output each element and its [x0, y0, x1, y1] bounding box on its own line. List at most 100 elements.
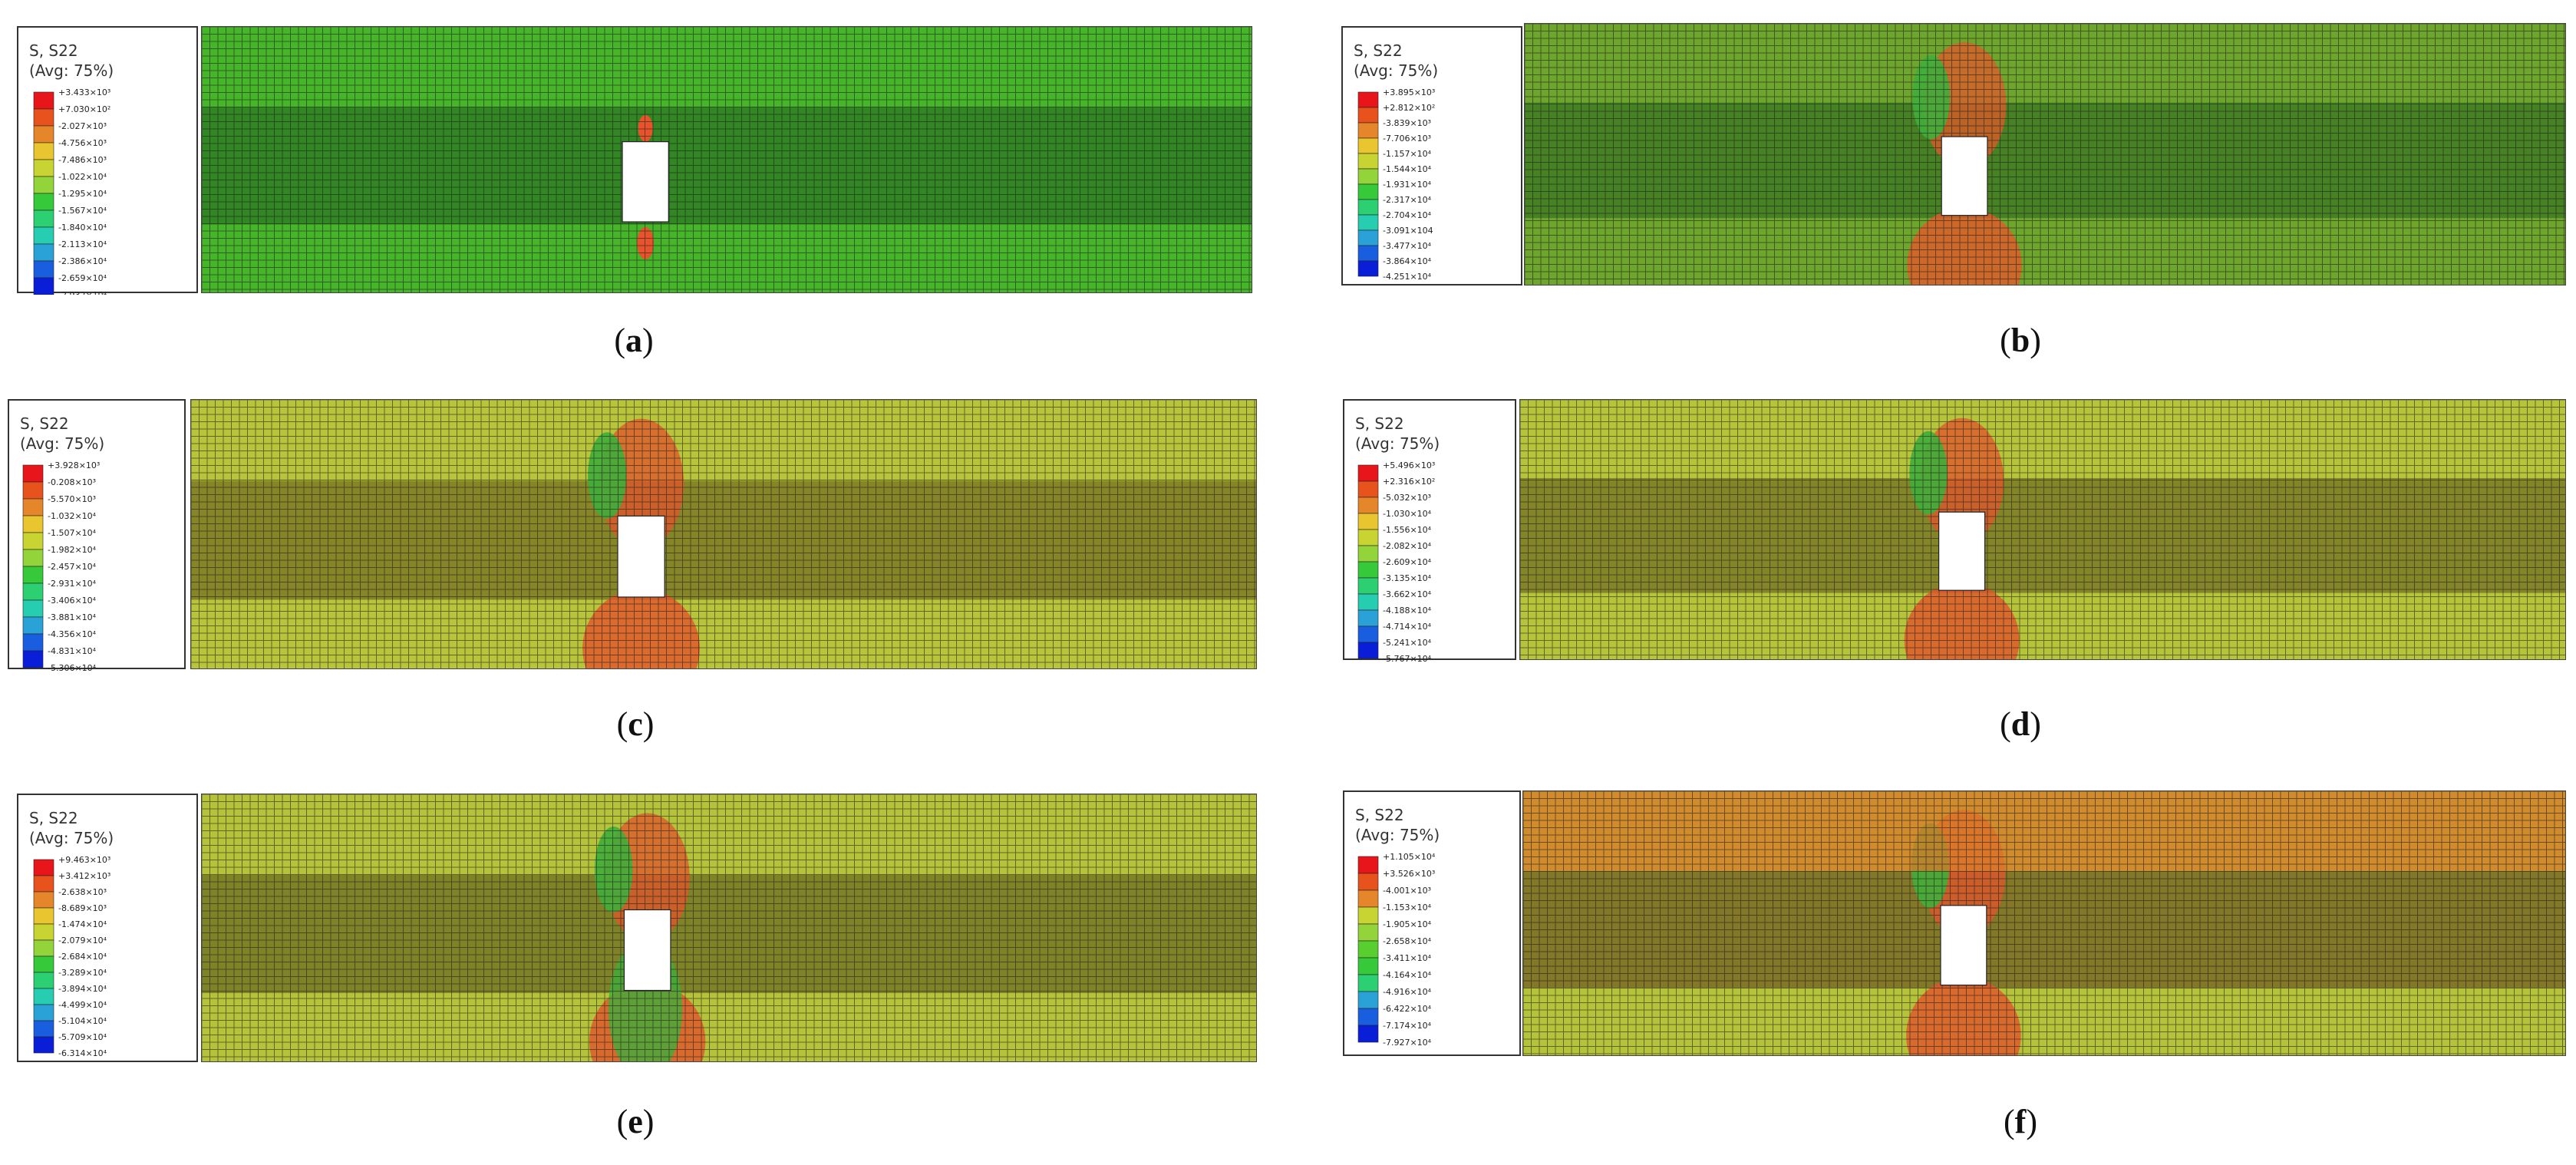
legend-swatch [1357, 906, 1379, 925]
stress-band [1520, 478, 2565, 593]
legend-swatch [22, 498, 44, 516]
legend-swatch [22, 599, 44, 618]
legend-title: S, S22 [1354, 41, 1403, 60]
legend-value: -0.208×10³ [48, 477, 96, 487]
legend-value: -3.894×10⁴ [58, 984, 107, 994]
legend-value: -3.406×10⁴ [48, 596, 97, 606]
legend-swatch [33, 193, 54, 211]
legend-value: -3.135×10⁴ [1383, 573, 1432, 583]
legend-value: +3.433×10³ [58, 87, 110, 97]
legend-title: S, S22 [1355, 414, 1404, 433]
legend-swatch [1357, 957, 1379, 975]
mesh-grid [1525, 24, 2565, 285]
legend-swatch [1357, 923, 1379, 942]
legend-value: -2.082×10⁴ [1383, 541, 1432, 551]
legend-value: -2.079×10⁴ [58, 936, 107, 946]
legend-swatch [22, 650, 44, 668]
opening [1940, 905, 1987, 986]
legend-swatch [1357, 889, 1379, 908]
stress-concentration [1906, 977, 2021, 1055]
stress-band [1523, 791, 2565, 871]
legend-swatch [33, 859, 54, 876]
legend-value: -1.556×10⁴ [1383, 525, 1432, 535]
legend-value: -3.289×10⁴ [58, 968, 107, 978]
legend-value: -4.714×10⁴ [1383, 622, 1432, 632]
legend-value: -4.251×10⁴ [1383, 272, 1432, 282]
opening [622, 141, 669, 223]
legend-swatch [1357, 1025, 1379, 1043]
opening [623, 909, 671, 992]
contour-plot-c [190, 399, 1257, 669]
legend-swatch [1357, 593, 1379, 611]
legend-value: -2.457×10⁴ [48, 562, 97, 572]
legend-swatch [1357, 577, 1379, 595]
legend-swatch [1357, 873, 1379, 891]
legend-value: -4.164×10⁴ [1383, 970, 1432, 980]
legend-swatch [33, 875, 54, 893]
legend-subtitle: (Avg: 75%) [1355, 826, 1440, 844]
legend-swatch [33, 972, 54, 989]
legend-value: +5.496×10³ [1383, 460, 1435, 470]
legend-swatch [1357, 245, 1379, 262]
legend-value: -3.662×10⁴ [1383, 589, 1432, 599]
legend-swatch [1357, 974, 1379, 992]
mesh-grid [1520, 400, 2565, 659]
legend-swatch [33, 91, 54, 110]
legend-scale: +3.928×10³ -0.208×10³ -5.570×10³ -1.032×10⁴… [22, 460, 100, 671]
legend-swatch [33, 243, 54, 262]
legend-f: S, S22 (Avg: 75%) +1.105×10⁴ +3.526×10³ -4… [1343, 790, 1521, 1056]
legend-value: +2.316×10² [1383, 477, 1435, 487]
legend-value: -1.022×10⁴ [58, 172, 107, 182]
legend-subtitle: (Avg: 75%) [20, 434, 105, 453]
legend-swatch [1357, 107, 1379, 124]
legend-value: -1.030×10⁴ [1383, 509, 1432, 519]
legend-value: -4.831×10⁴ [48, 646, 97, 656]
legend-value: -6.422×10⁴ [1383, 1004, 1432, 1014]
legend-swatch [1357, 991, 1379, 1009]
legend-value: +3.928×10³ [48, 460, 100, 470]
legend-value: -7.927×10⁴ [1383, 1038, 1432, 1048]
legend-value: -4.001×10³ [1383, 886, 1431, 896]
legend-swatch [33, 1004, 54, 1021]
opening [1941, 136, 1988, 216]
legend-swatch [33, 955, 54, 973]
legend-value: -2.027×10³ [58, 121, 107, 131]
legend-value: +9.463×10³ [58, 855, 110, 865]
legend-value: -2.932×10⁴ [58, 290, 107, 295]
legend-value: -1.982×10⁴ [48, 545, 97, 555]
legend-subtitle: (Avg: 75%) [29, 829, 114, 847]
legend-swatch [33, 260, 54, 279]
legend-value: -5.241×10⁴ [1383, 638, 1432, 648]
legend-value: -2.658×10⁴ [1383, 936, 1432, 946]
legend-value: -4.356×10⁴ [48, 629, 97, 639]
legend-value: -7.486×10³ [58, 155, 107, 165]
legend-swatch [33, 988, 54, 1005]
legend-swatch [22, 616, 44, 635]
legend-value: -5.032×10³ [1383, 493, 1431, 503]
legend-swatch [1357, 545, 1379, 563]
legend-swatch [33, 891, 54, 909]
legend-d: S, S22 (Avg: 75%) +5.496×10³ +2.316×10² -5… [1343, 399, 1516, 662]
legend-swatch [22, 532, 44, 550]
legend-value: -2.638×10³ [58, 887, 107, 897]
legend-swatch [1357, 529, 1379, 546]
legend-swatch [1357, 153, 1379, 170]
legend-value: -3.091×104 [1383, 226, 1433, 236]
legend-value: -5.306×10⁴ [48, 663, 97, 671]
legend-value: -4.499×10⁴ [58, 1000, 107, 1010]
legend-value: -6.314×10⁴ [58, 1048, 107, 1058]
legend-value: -4.916×10⁴ [1383, 987, 1432, 997]
legend-swatch [1357, 168, 1379, 185]
legend-value: +3.412×10³ [58, 871, 110, 881]
legend-value: -3.839×10³ [1383, 118, 1431, 128]
legend-swatch [33, 142, 54, 160]
legend-value: -2.704×10⁴ [1383, 210, 1432, 220]
legend-swatch [1357, 260, 1379, 277]
legend-value: -2.113×10⁴ [58, 239, 107, 249]
legend-value: -4.756×10³ [58, 138, 107, 148]
legend-swatch [22, 515, 44, 533]
legend-swatch [1357, 561, 1379, 579]
legend-value: -5.570×10³ [48, 494, 96, 504]
legend-value: -3.864×10⁴ [1383, 256, 1432, 266]
stress-concentration [582, 589, 701, 668]
